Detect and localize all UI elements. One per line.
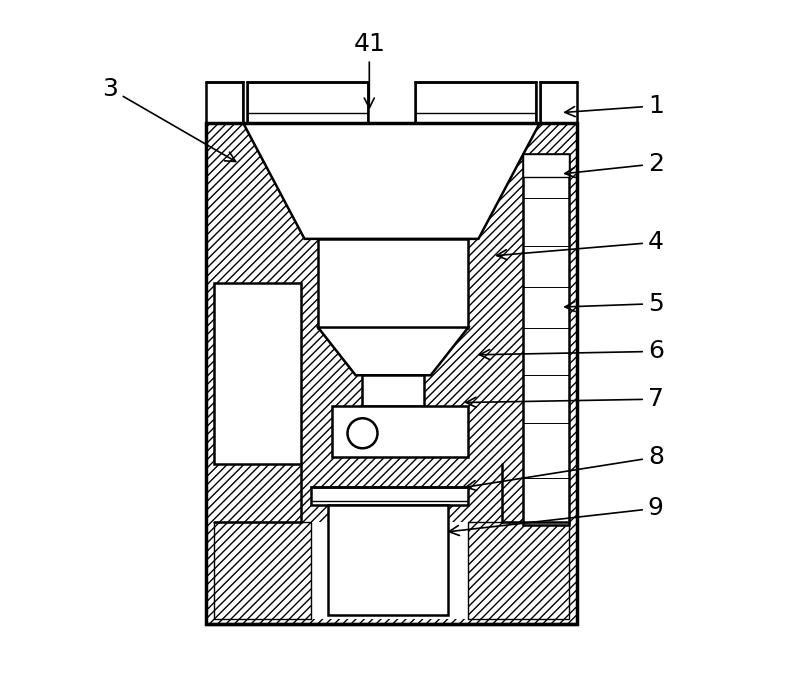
Bar [537,82,540,123]
Text: 1: 1 [565,94,664,118]
Bar [367,82,415,123]
Circle shape [347,418,378,448]
Bar [318,239,468,328]
Bar [246,82,367,123]
Bar [332,406,468,457]
Bar [522,154,569,177]
Bar [362,375,424,406]
Bar [522,154,569,525]
Bar [540,82,578,123]
Polygon shape [318,328,468,375]
Text: 4: 4 [497,230,664,260]
Bar [246,82,367,123]
Bar [214,283,301,464]
Bar [206,123,578,624]
Bar [311,487,468,505]
Bar [415,82,537,123]
Bar [415,82,537,123]
Text: 41: 41 [354,33,386,108]
Polygon shape [214,522,311,619]
Bar [206,82,243,123]
Bar [206,123,578,624]
Bar [206,82,243,123]
Polygon shape [206,123,578,624]
Text: 9: 9 [449,496,664,535]
Bar [243,82,246,123]
Text: 7: 7 [466,387,664,411]
Text: 3: 3 [102,77,236,161]
Text: 2: 2 [565,152,664,177]
Bar [540,82,578,123]
Text: 6: 6 [480,340,664,363]
Bar [328,505,448,615]
Text: 5: 5 [565,292,664,316]
Polygon shape [243,123,540,239]
Text: 8: 8 [466,445,664,491]
Polygon shape [468,522,569,619]
Bar [214,522,569,619]
